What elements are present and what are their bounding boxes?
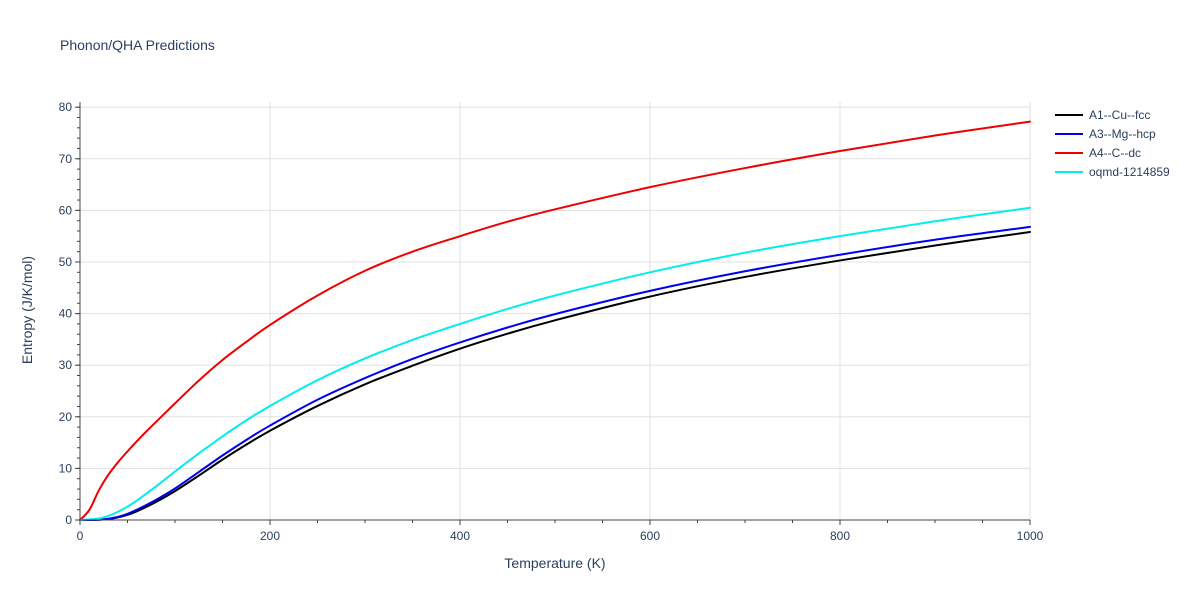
y-tick-label: 60 <box>59 203 73 217</box>
y-axis-title: Entropy (J/K/mol) <box>19 256 35 364</box>
series-line-a4-c-dc <box>79 120 1031 521</box>
y-tick-label: 10 <box>59 461 73 475</box>
series-line-a1-cu-fcc <box>79 231 1031 521</box>
chart-title: Phonon/QHA Predictions <box>60 37 215 53</box>
y-tick-label: 30 <box>59 358 73 372</box>
x-axis-title: Temperature (K) <box>504 555 605 571</box>
legend: A1--Cu--fcc A3--Mg--hcp A4--C--dc oqmd-1214… <box>1055 108 1170 179</box>
x-tick-label: 200 <box>260 529 280 543</box>
legend-label-a4-c-dc: A4--C--dc <box>1089 146 1141 160</box>
series-line-a3-mg-hcp <box>79 225 1031 521</box>
y-tick-label: 80 <box>59 100 73 114</box>
axes: 0 200 400 600 800 1000 0 10 20 30 40 50 60 70 80 <box>59 100 1044 543</box>
y-tick-label: 70 <box>59 152 73 166</box>
y-tick-label: 50 <box>59 255 73 269</box>
y-tick-label: 0 <box>65 513 72 527</box>
y-tick-label: 20 <box>59 410 73 424</box>
x-tick-label: 0 <box>77 529 84 543</box>
x-tick-label: 800 <box>830 529 850 543</box>
legend-label-oqmd-1214859: oqmd-1214859 <box>1089 165 1170 179</box>
x-tick-label: 600 <box>640 529 660 543</box>
series-line-oqmd-1214859 <box>79 206 1031 521</box>
x-tick-label: 400 <box>450 529 470 543</box>
y-tick-label: 40 <box>59 307 73 321</box>
grid <box>80 102 1031 520</box>
x-tick-label: 1000 <box>1017 529 1044 543</box>
plot-area <box>79 120 1031 521</box>
legend-label-a1-cu-fcc: A1--Cu--fcc <box>1089 108 1150 122</box>
legend-label-a3-mg-hcp: A3--Mg--hcp <box>1089 127 1156 141</box>
